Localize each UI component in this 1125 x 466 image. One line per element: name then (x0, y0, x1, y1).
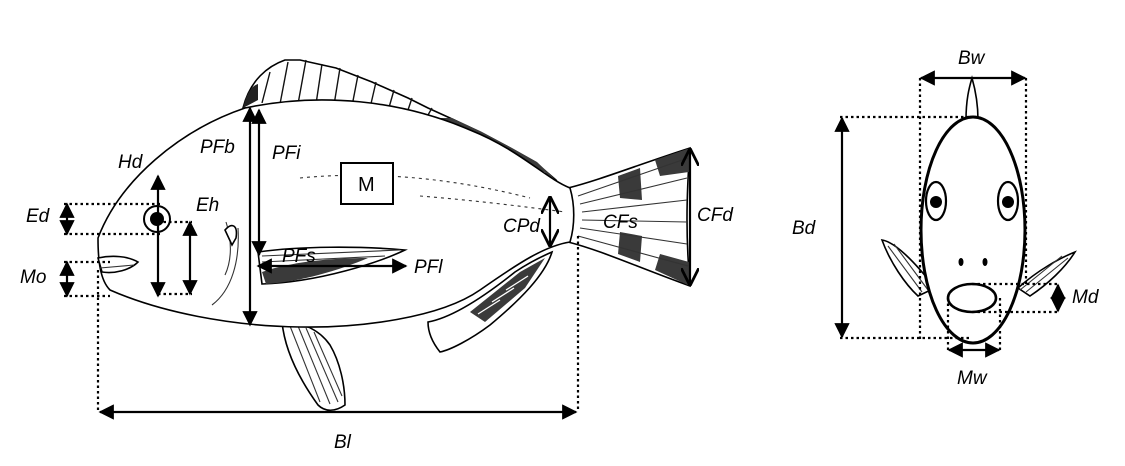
caudal-fin (566, 146, 691, 288)
label-cpd: CPd (503, 216, 541, 237)
label-md: Md (1072, 287, 1100, 308)
label-pfi: PFi (272, 143, 301, 164)
fish-body (97, 99, 575, 328)
muscle-sample-box (340, 162, 394, 205)
label-bd: Bd (792, 218, 817, 239)
front-view-fish (880, 75, 1077, 345)
label-mo: Mo (20, 267, 46, 288)
label-pfs: PFs (282, 246, 316, 267)
label-pfl: PFl (414, 257, 443, 278)
label-cfs: CFs (603, 212, 638, 233)
label-hd: Hd (118, 152, 144, 173)
label-ed: Ed (26, 206, 51, 227)
label-bw: Bw (958, 48, 986, 69)
label-mw: Mw (957, 368, 988, 389)
front-view-measurements (834, 70, 1066, 358)
side-view-measurements (59, 106, 690, 420)
label-m: M (358, 174, 375, 196)
anal-fin (427, 250, 554, 353)
pelvic-fin (281, 321, 346, 412)
label-eh: Eh (196, 195, 219, 216)
label-bl: Bl (334, 432, 352, 453)
front-mouth (946, 282, 998, 314)
label-pfb: PFb (200, 137, 235, 158)
side-view-fish (96, 59, 691, 412)
labels: Hd Ed Eh Mo PFb PFi PFs PFl M CPd CFs CF… (20, 48, 1100, 453)
label-cfd: CFd (697, 205, 734, 226)
